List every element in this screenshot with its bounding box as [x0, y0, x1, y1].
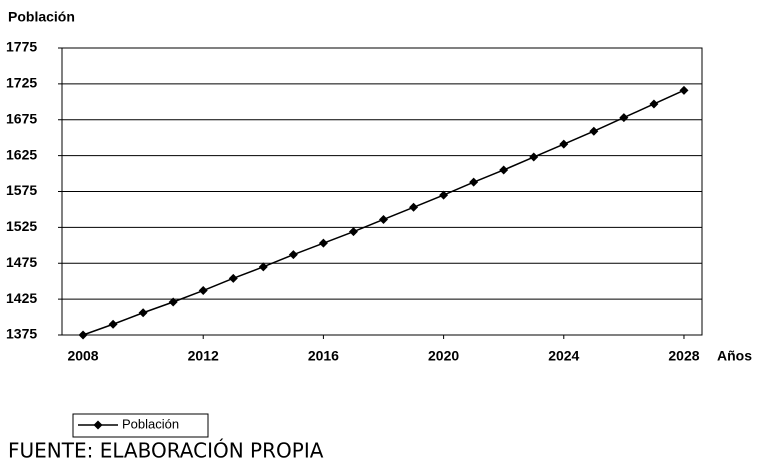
- data-point: [559, 139, 569, 149]
- x-tick-label: 2008: [67, 348, 98, 364]
- data-point: [589, 126, 599, 136]
- x-tick-label: 2020: [428, 348, 459, 364]
- x-tick-label: 2028: [668, 348, 699, 364]
- data-point: [679, 85, 689, 95]
- y-tick-label: 1475: [6, 254, 37, 270]
- y-tick-label: 1725: [6, 75, 37, 91]
- y-tick-label: 1675: [6, 110, 37, 126]
- data-point: [288, 250, 298, 260]
- data-point: [348, 227, 358, 237]
- data-point: [439, 190, 449, 200]
- source-note: FUENTE: ELABORACIÓN PROPIA: [8, 439, 324, 462]
- y-tick-label: 1575: [6, 182, 37, 198]
- y-axis-label: Población: [8, 9, 75, 25]
- data-point: [469, 177, 479, 187]
- x-tick-label: 2016: [308, 348, 339, 364]
- x-tick-label: 2012: [188, 348, 219, 364]
- data-point: [108, 319, 118, 329]
- data-point: [318, 238, 328, 248]
- data-point: [78, 330, 88, 340]
- data-point: [198, 286, 208, 296]
- legend-box: [72, 413, 209, 438]
- legend-marker: [93, 420, 103, 430]
- data-point: [379, 214, 389, 224]
- data-point: [168, 297, 178, 307]
- x-tick-label: 2024: [548, 348, 579, 364]
- plot-frame: [61, 47, 703, 336]
- y-tick-label: 1625: [6, 146, 37, 162]
- y-tick-label: 1425: [6, 290, 37, 306]
- y-tick-label: 1775: [6, 39, 37, 55]
- y-tick-label: 1375: [6, 326, 37, 342]
- data-point: [138, 308, 148, 318]
- data-point: [649, 99, 659, 109]
- data-point: [499, 165, 509, 175]
- y-tick-label: 1525: [6, 218, 37, 234]
- x-axis-label: Años: [717, 348, 752, 364]
- data-point: [409, 202, 419, 212]
- data-point: [619, 113, 629, 123]
- data-point: [228, 273, 238, 283]
- data-point: [258, 262, 268, 272]
- data-point: [529, 152, 539, 162]
- legend-label: Población: [122, 416, 179, 431]
